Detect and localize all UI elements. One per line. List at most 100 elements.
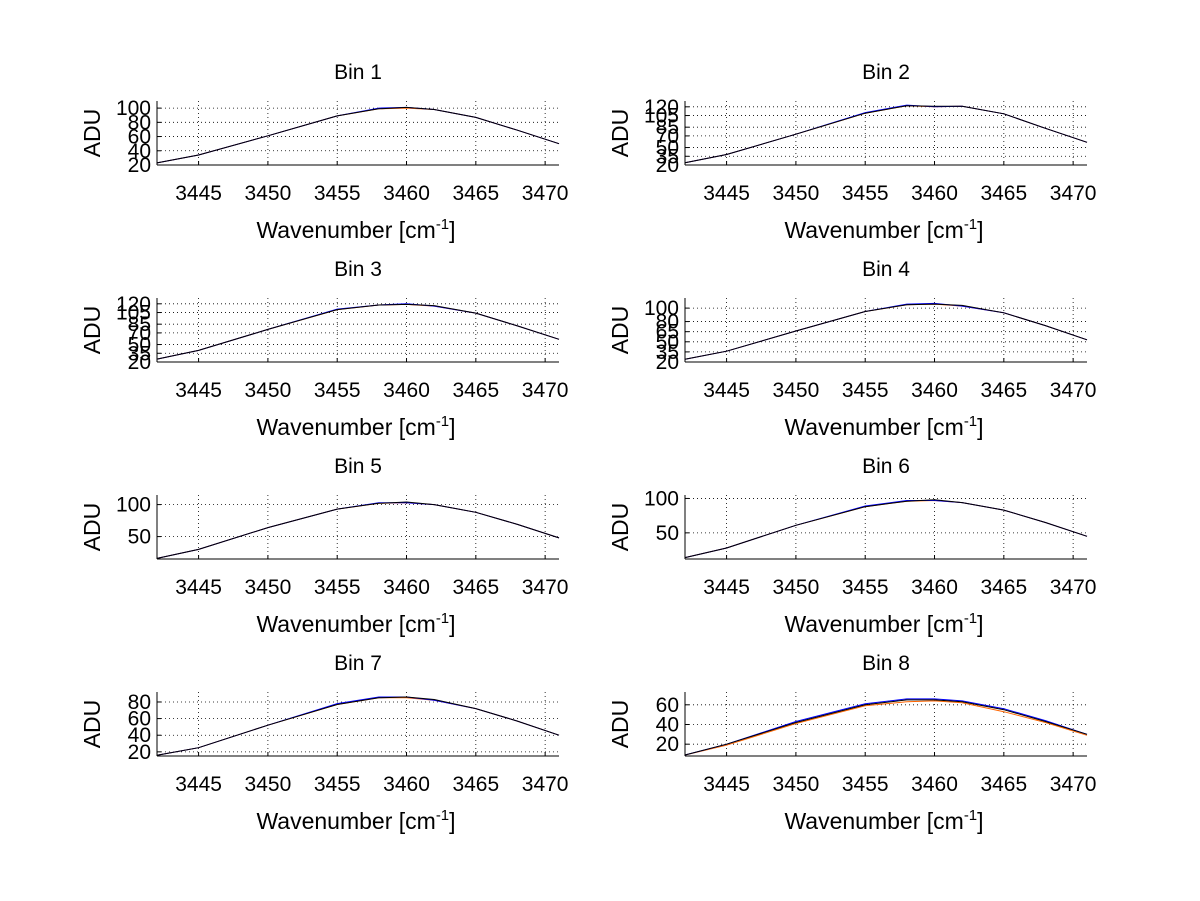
y-tick-label: 60: [656, 694, 679, 717]
x-tick-label: 3470: [1050, 576, 1097, 599]
x-tick-label: 3455: [842, 576, 889, 599]
y-tick-label: 20: [656, 154, 679, 177]
subplot-title: Bin 4: [862, 258, 910, 281]
y-axis-label: ADU: [607, 109, 633, 158]
y-axis-label: ADU: [79, 700, 105, 749]
x-tick-label: 3445: [703, 379, 750, 402]
subplot-title: Bin 2: [862, 61, 910, 84]
y-axis-label: ADU: [607, 306, 633, 355]
plot-area: [685, 101, 1087, 165]
y-tick-label: 20: [656, 351, 679, 374]
y-tick-label: 35: [656, 341, 679, 364]
x-tick-label: 3470: [522, 773, 569, 796]
subplot-2: 3445 3450 3455 3460 3465 3470 2035507085105120…: [607, 61, 1096, 243]
y-tick-label: 20: [656, 733, 679, 756]
x-tick-label: 3465: [452, 182, 499, 205]
y-tick-label: 80: [656, 311, 679, 334]
x-axis-label-main: Wavenumber [cm: [784, 808, 963, 834]
subplot-title: Bin 6: [862, 455, 910, 478]
x-tick-label: 3450: [245, 379, 292, 402]
x-tick-label: 3445: [703, 773, 750, 796]
y-axis-label: ADU: [79, 109, 105, 158]
x-axis-label: Wavenumber [cm-1]: [256, 807, 455, 834]
y-tick-label: 40: [128, 724, 151, 747]
x-axis-label-suffix: ]: [977, 414, 983, 440]
x-tick-label: 3450: [245, 182, 292, 205]
x-tick-label: 3460: [911, 379, 958, 402]
series-line-3: [684, 105, 1088, 164]
plot-area: [685, 298, 1087, 362]
y-tick-label: 50: [656, 137, 679, 160]
y-tick-label: 100: [644, 487, 679, 510]
x-tick-label: 3445: [703, 182, 750, 205]
series-line-1: [684, 700, 1088, 756]
y-tick-label: 80: [128, 111, 151, 134]
y-tick-label: 120: [116, 293, 151, 316]
x-axis-label-superscript: -1: [436, 413, 449, 430]
x-tick-label: 3455: [314, 773, 361, 796]
x-tick-label: 3465: [452, 379, 499, 402]
x-tick-label: 3450: [245, 773, 292, 796]
x-tick-label: 3470: [1050, 182, 1097, 205]
x-tick-label: 3465: [980, 773, 1027, 796]
x-axis-label-suffix: ]: [449, 808, 455, 834]
x-tick-label: 3455: [842, 379, 889, 402]
x-tick-label: 3465: [980, 379, 1027, 402]
x-axis-label-main: Wavenumber [cm: [784, 414, 963, 440]
x-tick-label: 3445: [175, 182, 222, 205]
x-tick-label: 3460: [383, 576, 430, 599]
series-line-3: [156, 696, 560, 756]
series-line-3: [684, 499, 1088, 559]
x-tick-label: 3460: [383, 379, 430, 402]
y-tick-label: 35: [656, 145, 679, 168]
x-tick-label: 3470: [1050, 379, 1097, 402]
x-axis-label-superscript: -1: [436, 807, 449, 824]
plot-area: [157, 298, 559, 362]
series-line-3: [156, 303, 560, 360]
y-tick-label: 70: [128, 322, 151, 345]
subplot-6: 3445 3450 3455 3460 3465 3470 50 100 Bin 6 ADU Wav…: [607, 455, 1096, 637]
subplot-title: Bin 7: [334, 652, 382, 675]
x-tick-label: 3460: [911, 576, 958, 599]
y-tick-label: 100: [116, 97, 151, 120]
x-tick-label: 3450: [773, 576, 820, 599]
x-tick-label: 3460: [911, 773, 958, 796]
x-axis-label-suffix: ]: [449, 217, 455, 243]
x-axis-label-superscript: -1: [436, 216, 449, 233]
x-axis-label: Wavenumber [cm-1]: [784, 216, 983, 243]
y-tick-label: 80: [128, 691, 151, 714]
x-tick-label: 3445: [703, 576, 750, 599]
subplot-3: 3445 3450 3455 3460 3465 3470 2035507085105120…: [79, 258, 568, 440]
x-axis-label-main: Wavenumber [cm: [256, 611, 435, 637]
x-tick-label: 3465: [980, 182, 1027, 205]
x-tick-label: 3455: [314, 576, 361, 599]
x-axis-label: Wavenumber [cm-1]: [784, 413, 983, 440]
series-line-3: [156, 501, 560, 559]
x-axis-label-superscript: -1: [964, 216, 977, 233]
series-line-3: [684, 699, 1088, 756]
x-tick-label: 3470: [522, 182, 569, 205]
x-axis-label-suffix: ]: [977, 611, 983, 637]
plot-area: [157, 692, 559, 756]
subplot-title: Bin 1: [334, 61, 382, 84]
subplot-title: Bin 5: [334, 455, 382, 478]
y-tick-label: 100: [116, 494, 151, 517]
series-line-3: [684, 303, 1088, 360]
x-axis-label: Wavenumber [cm-1]: [784, 610, 983, 637]
y-tick-label: 20: [128, 741, 151, 764]
plot-area: [685, 495, 1087, 559]
y-tick-label: 60: [128, 126, 151, 149]
y-tick-label: 50: [128, 526, 151, 549]
y-tick-label: 50: [656, 522, 679, 545]
y-tick-label: 70: [656, 125, 679, 148]
x-axis-label-suffix: ]: [977, 217, 983, 243]
subplot-title: Bin 3: [334, 258, 382, 281]
x-axis-label-main: Wavenumber [cm: [784, 611, 963, 637]
x-tick-label: 3455: [842, 773, 889, 796]
x-tick-label: 3470: [522, 379, 569, 402]
y-tick-label: 50: [128, 334, 151, 357]
